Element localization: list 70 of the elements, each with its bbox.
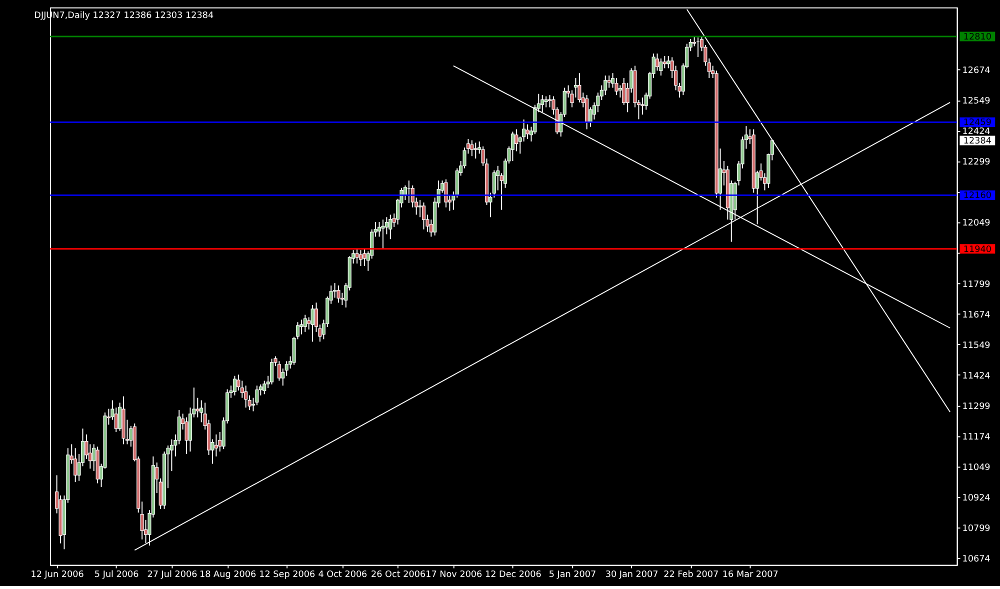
x-tick-label: 4 Oct 2006 [318,570,368,580]
candlestick [184,416,188,454]
candlestick [510,131,514,162]
candlestick [196,397,200,418]
candlestick [300,319,304,335]
x-tick-label: 18 Aug 2006 [200,570,256,580]
candlestick [614,77,618,96]
candlestick [659,58,663,76]
y-tick-label: 10799 [962,524,990,534]
x-tick-label: 5 Jul 2006 [94,570,140,580]
candlestick [444,178,448,208]
candlestick [640,97,644,116]
candlestick [655,53,660,72]
x-tick-label: 22 Feb 2007 [664,570,719,580]
candlestick [277,360,281,382]
y-tick-label: 11424 [962,371,991,382]
candlestick [388,214,392,240]
y-tick-label: 12299 [962,158,990,168]
candlestick [214,434,218,457]
ref-line-label: 12160 [963,191,992,202]
y-tick-label: 11799 [962,280,990,290]
ref-line-label: 11940 [963,244,992,255]
y-tick-label: 11049 [962,462,990,473]
candlestick [540,94,544,113]
candlestick [604,75,608,96]
candlestick [548,94,552,108]
text: 12384 [963,136,992,146]
y-tick-label: 11174 [962,432,991,442]
candlestick [662,56,666,69]
y-tick-label: 12424 [962,127,991,138]
candlestick [585,94,589,130]
y-tick-label: 10924 [962,493,991,504]
y-tick-label: 12049 [962,218,990,229]
y-tick-label: 12549 [962,96,990,107]
y-tick-label: 11299 [962,402,990,412]
ref-line-label: 12459 [963,118,992,128]
candlestick [422,202,426,230]
x-tick-label: 17 Nov 2006 [426,570,483,580]
x-tick-label: 5 Jan 2007 [548,570,596,580]
ref-line-label: 12810 [963,32,992,42]
candlestick [666,56,670,69]
y-tick-label: 11549 [962,340,990,351]
candlestick [232,375,236,396]
candlestick [355,248,359,264]
candlestick [262,380,266,395]
candlestick [74,448,78,483]
candlestick [270,358,274,385]
y-tick-label: 12674 [962,66,991,76]
candlestick [303,314,307,332]
candlestick [336,285,340,304]
candlestick [418,200,422,218]
x-tick-label: 12 Dec 2006 [484,570,542,580]
x-tick-label: 12 Sep 2006 [259,570,316,580]
candlestick [607,75,611,88]
y-tick-label: 10674 [962,554,991,564]
x-tick-label: 12 Jun 2006 [30,570,84,580]
x-tick-label: 27 Jul 2006 [147,570,198,580]
x-tick-label: 26 Oct 2006 [371,570,426,580]
candlestick [358,250,363,266]
candlestick [474,142,478,160]
candlestick [514,128,518,152]
candlestick [381,219,385,250]
x-tick-label: 16 Mar 2007 [722,570,778,580]
x-tick-label: 30 Jan 2007 [605,570,658,580]
candlestick [362,248,366,266]
candlestick [544,96,548,108]
candlestick [526,124,530,140]
candlestick [470,140,474,157]
candlestick [310,304,314,342]
y-tick-label: 11674 [962,310,991,320]
